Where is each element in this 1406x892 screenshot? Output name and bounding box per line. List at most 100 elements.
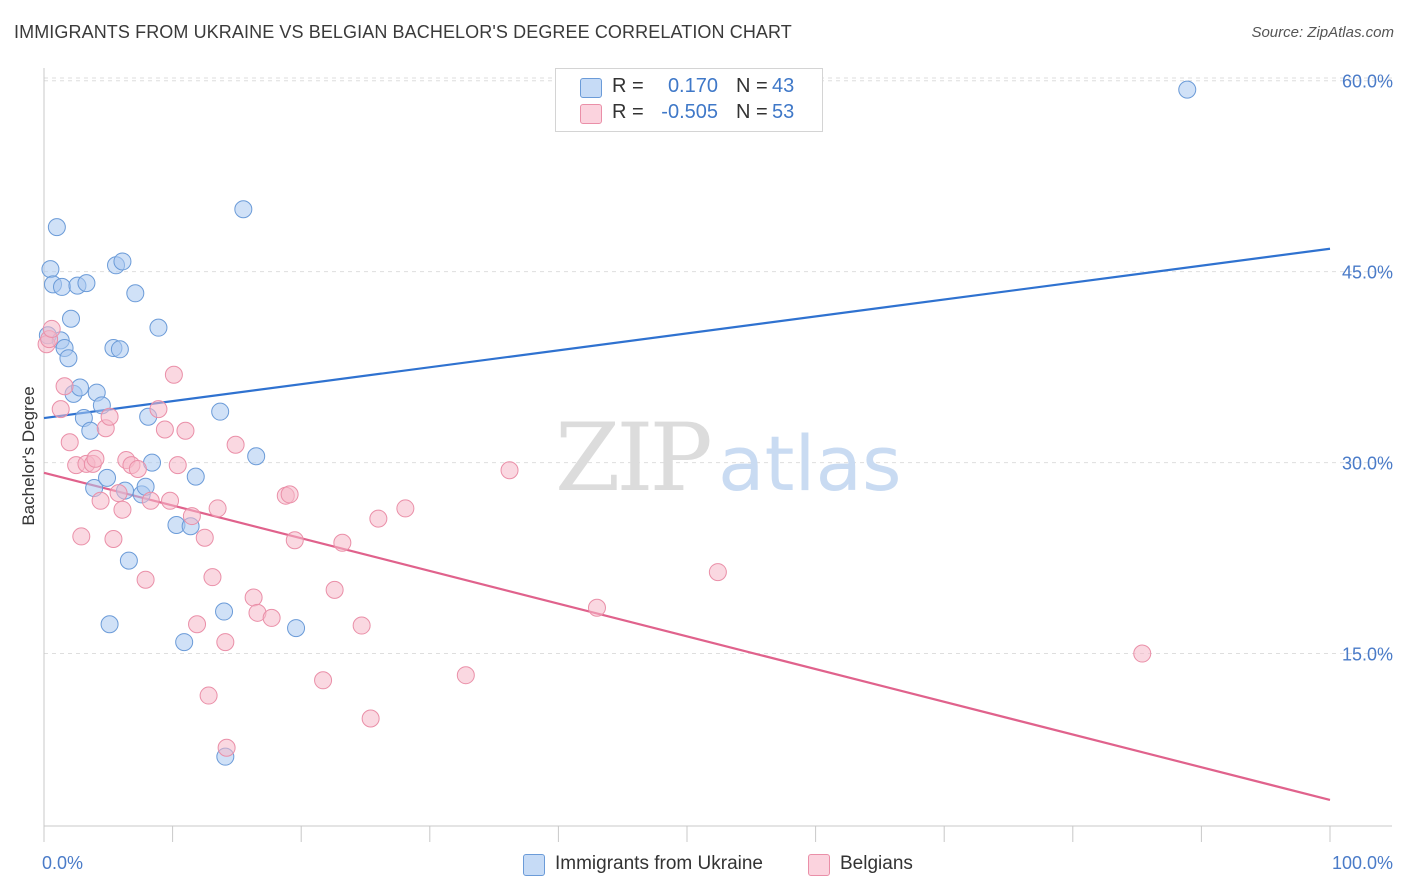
ukraine-point bbox=[41, 260, 60, 279]
ukraine-point bbox=[186, 467, 205, 486]
data-points bbox=[37, 80, 1197, 766]
y-tick-label: 15.0% bbox=[1342, 645, 1393, 665]
belgians-point bbox=[60, 433, 79, 452]
y-tick-label: 30.0% bbox=[1342, 454, 1393, 474]
ukraine-point bbox=[287, 619, 306, 638]
belgians-point bbox=[55, 377, 74, 396]
ukraine-point bbox=[59, 349, 78, 368]
belgians-point bbox=[203, 568, 222, 587]
belgians-point bbox=[708, 563, 727, 582]
ukraine-point bbox=[149, 318, 168, 337]
r-label: R = bbox=[612, 75, 644, 97]
belgians-point bbox=[396, 499, 415, 518]
belgians-point bbox=[42, 319, 61, 338]
belgians-point bbox=[91, 491, 110, 510]
belgians-trend-line bbox=[43, 471, 1331, 802]
belgians-point bbox=[141, 491, 160, 510]
watermark: ZIP atlas bbox=[555, 404, 902, 513]
y-axis-label: Bachelor's Degree bbox=[19, 386, 38, 525]
belgians-point bbox=[109, 484, 128, 503]
belgians-point bbox=[587, 598, 606, 617]
n-label: N = bbox=[736, 101, 768, 123]
belgians-point bbox=[51, 400, 70, 419]
ukraine-point bbox=[113, 252, 132, 271]
belgians-point bbox=[149, 400, 168, 419]
n-value: 53 bbox=[772, 101, 795, 123]
belgians-point bbox=[1133, 644, 1152, 663]
ukraine-point bbox=[71, 378, 90, 397]
watermark-atlas: atlas bbox=[718, 419, 902, 508]
ukraine-point bbox=[81, 421, 100, 440]
ukraine-point bbox=[110, 340, 129, 359]
belgians-swatch bbox=[580, 104, 602, 124]
series-belgians-points bbox=[37, 319, 1152, 757]
series-legend: Immigrants from Ukraine Belgians bbox=[0, 852, 1406, 878]
y-tick-label: 45.0% bbox=[1342, 263, 1393, 283]
ukraine-point bbox=[211, 402, 230, 421]
belgians-point bbox=[352, 616, 371, 635]
ukraine-point bbox=[47, 218, 66, 237]
x-tick-label: 0.0% bbox=[42, 853, 83, 873]
n-label: N = bbox=[736, 75, 768, 97]
belgians-point bbox=[280, 485, 299, 504]
belgians-point bbox=[176, 421, 195, 440]
watermark-zip: ZIP bbox=[555, 404, 709, 513]
stats-legend: R = 0.170 N = 43 R = -0.505 N = 53 bbox=[555, 68, 823, 132]
ukraine-point bbox=[1178, 80, 1197, 99]
belgians-point bbox=[168, 456, 187, 475]
belgians-point bbox=[262, 608, 281, 627]
belgians-point bbox=[113, 500, 132, 519]
source-credit: Source: ZipAtlas.com bbox=[1251, 24, 1394, 41]
belgians-point bbox=[155, 420, 174, 439]
belgians-point bbox=[216, 633, 235, 652]
trend-lines bbox=[43, 247, 1331, 802]
legend-label: Immigrants from Ukraine bbox=[555, 853, 763, 874]
belgians-point bbox=[325, 580, 344, 599]
belgians-point bbox=[314, 671, 333, 690]
ukraine-point bbox=[98, 468, 117, 487]
belgians-point bbox=[128, 459, 147, 478]
stats-row-belgians: R = -0.505 N = 53 bbox=[556, 101, 822, 129]
ukraine-point bbox=[100, 615, 119, 634]
belgians-point bbox=[199, 686, 218, 705]
belgians-point bbox=[456, 666, 475, 685]
belgians-point bbox=[333, 533, 352, 552]
ukraine-point bbox=[77, 274, 96, 293]
belgians-point bbox=[86, 449, 105, 468]
belgians-point bbox=[217, 738, 236, 757]
belgians-swatch bbox=[808, 854, 830, 876]
belgians-point bbox=[244, 588, 263, 607]
belgians-point bbox=[208, 499, 227, 518]
ukraine-swatch bbox=[523, 854, 545, 876]
belgians-point bbox=[104, 529, 123, 548]
y-tick-label: 60.0% bbox=[1342, 72, 1393, 92]
belgians-point bbox=[161, 491, 180, 510]
belgians-point bbox=[136, 570, 155, 589]
ukraine-point bbox=[234, 200, 253, 219]
chart-title: IMMIGRANTS FROM UKRAINE VS BELGIAN BACHE… bbox=[14, 22, 792, 42]
belgians-point bbox=[182, 507, 201, 526]
legend-label: Belgians bbox=[840, 853, 913, 874]
r-label: R = bbox=[612, 101, 644, 123]
belgians-point bbox=[285, 531, 304, 550]
n-value: 43 bbox=[772, 75, 795, 97]
r-value: 0.170 bbox=[667, 75, 718, 97]
axes bbox=[43, 68, 1392, 842]
belgians-point bbox=[361, 709, 380, 728]
ukraine-point bbox=[53, 277, 72, 296]
ukraine-trend-line bbox=[43, 247, 1331, 420]
belgians-point bbox=[226, 435, 245, 454]
tick-labels: 15.0% 30.0% 45.0% 60.0% 0.0% 100.0% bbox=[42, 72, 1393, 873]
r-value: -0.505 bbox=[661, 101, 718, 123]
belgians-point bbox=[188, 615, 207, 634]
belgians-point bbox=[100, 407, 119, 426]
ukraine-point bbox=[126, 284, 145, 303]
stats-row-ukraine: R = 0.170 N = 43 bbox=[556, 75, 822, 103]
belgians-point bbox=[500, 461, 519, 480]
ukraine-point bbox=[175, 633, 194, 652]
ukraine-point bbox=[119, 551, 138, 570]
belgians-point bbox=[195, 528, 214, 547]
ukraine-point bbox=[247, 447, 266, 466]
belgians-point bbox=[72, 527, 91, 546]
